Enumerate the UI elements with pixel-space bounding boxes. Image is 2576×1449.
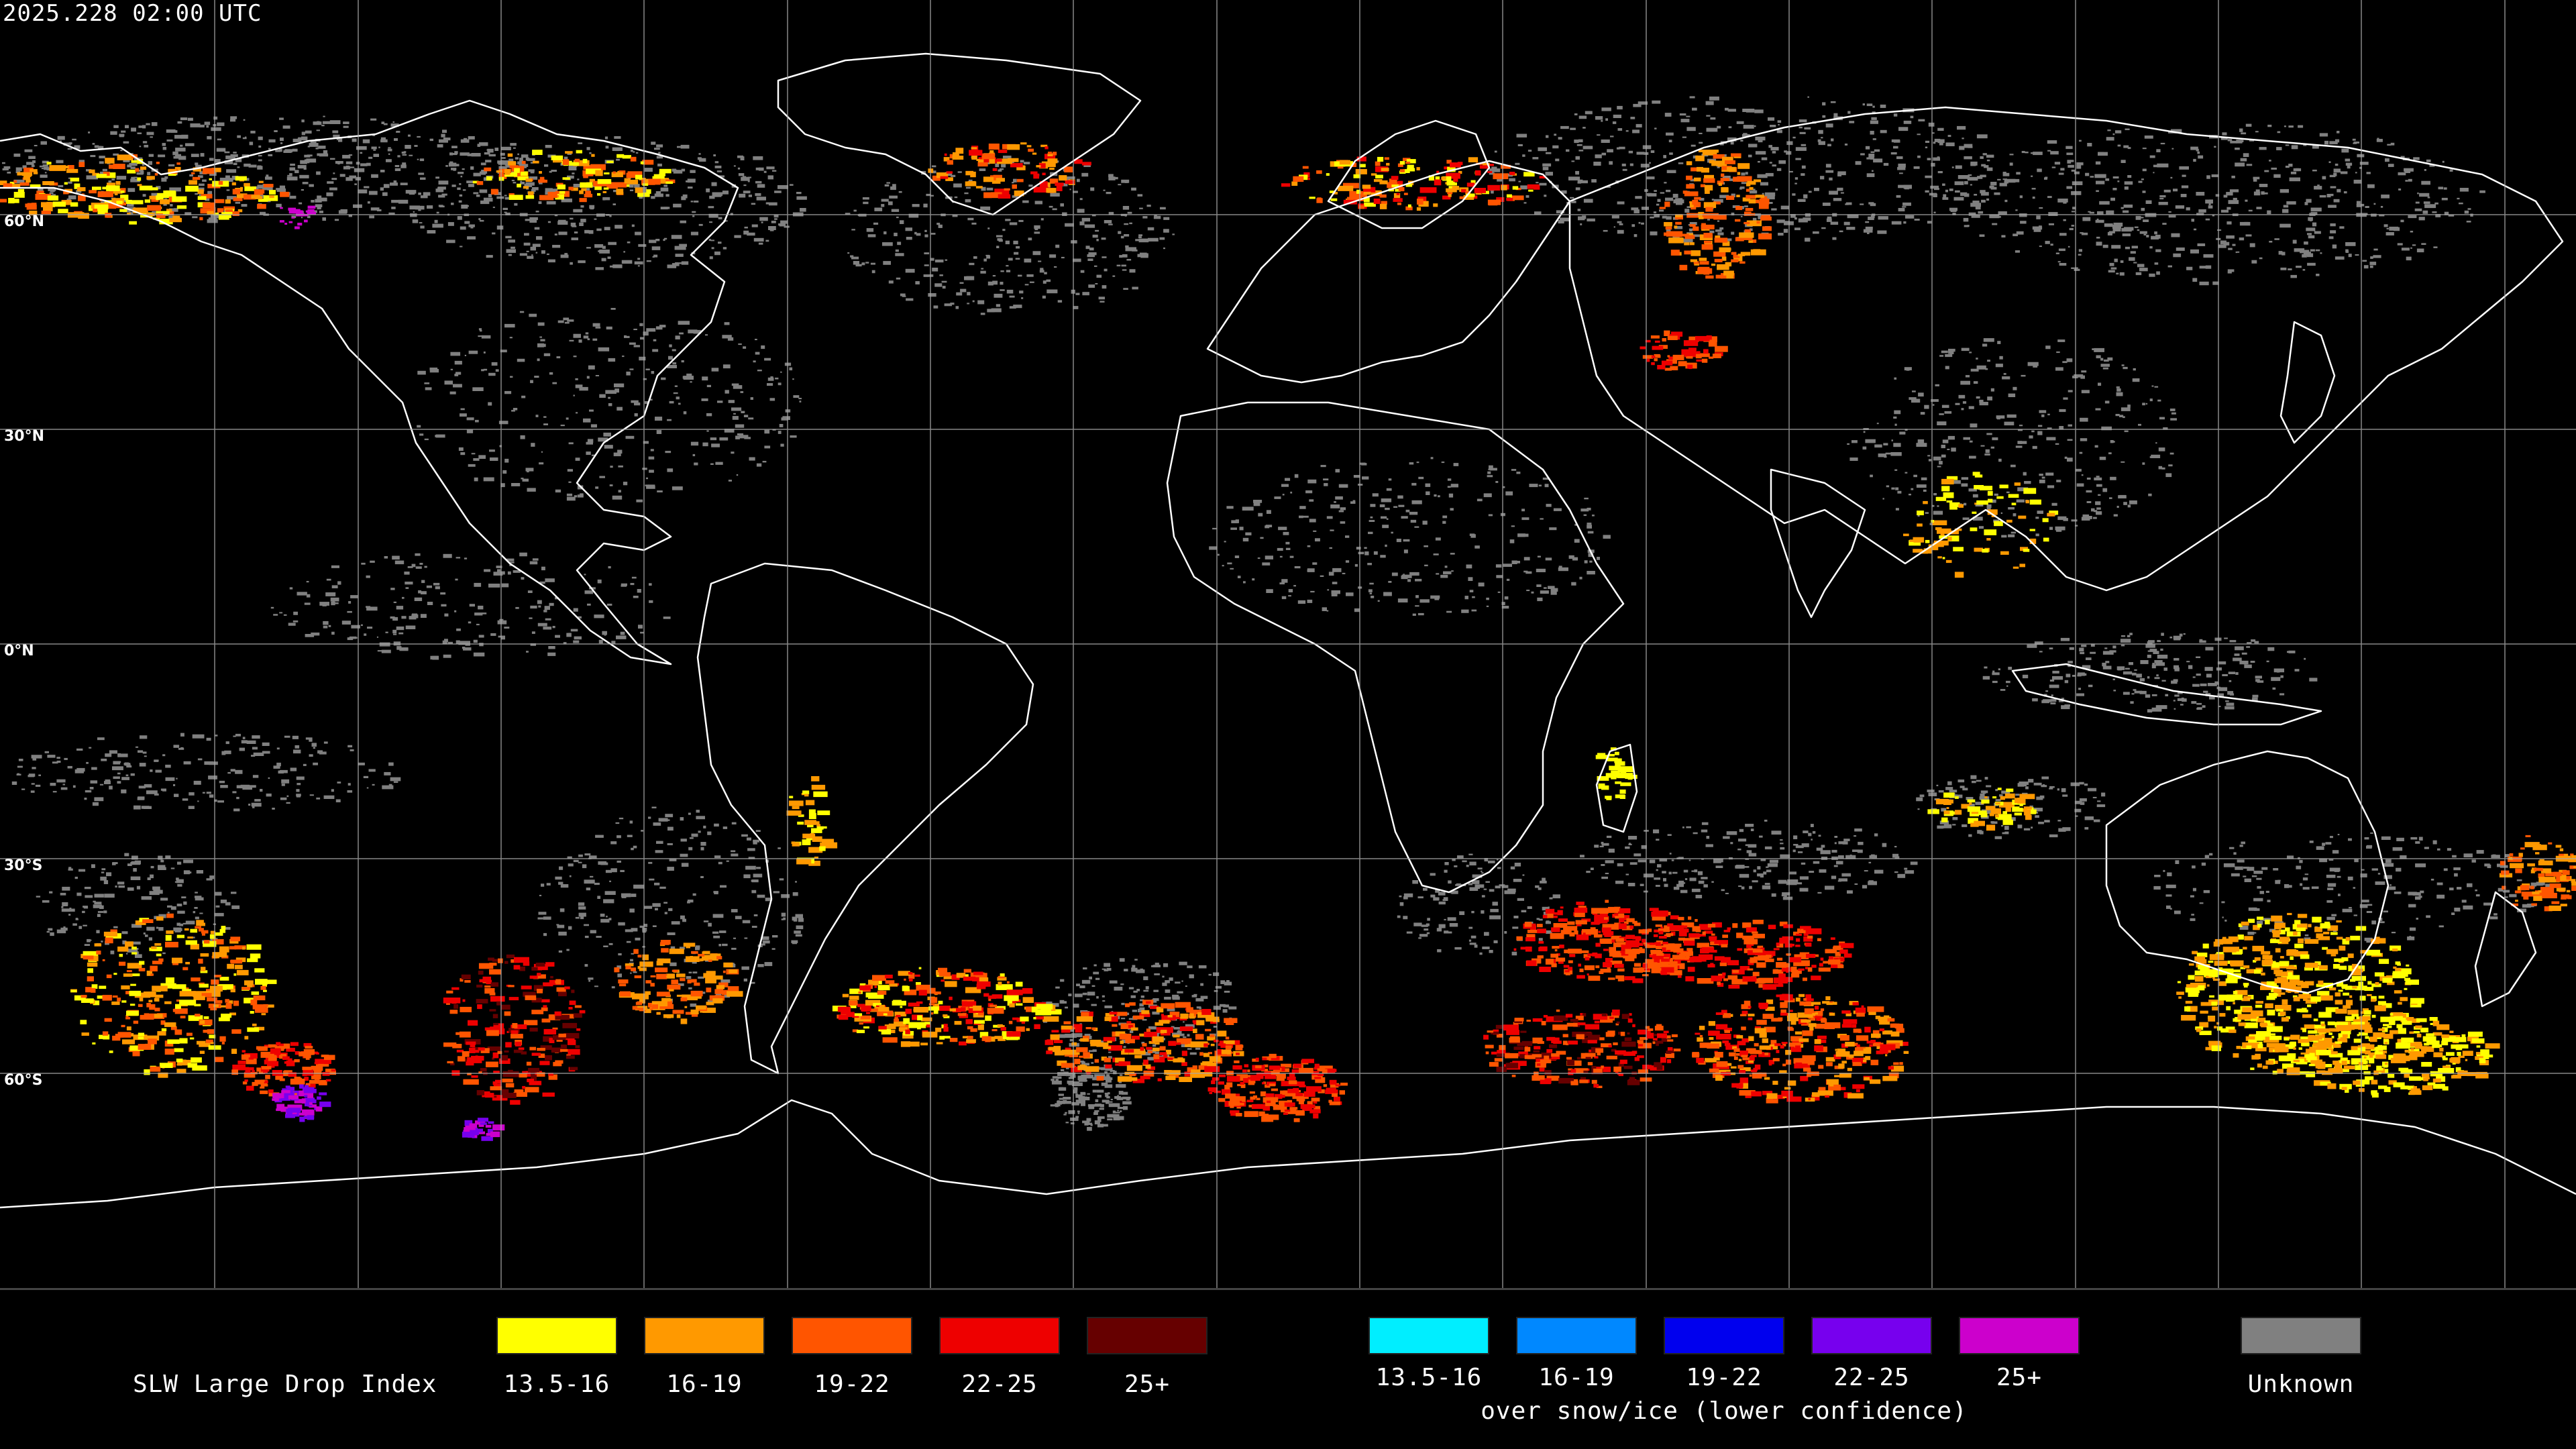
- coastline-madagascar: [1595, 743, 1638, 833]
- legend-label-snow-22-25: 22-25: [1833, 1364, 1910, 1391]
- coastline-indonesia: [2011, 663, 2322, 726]
- coastline-new-zealand: [2474, 891, 2537, 1008]
- legend-swatch-orange: [644, 1317, 765, 1354]
- legend-label-snow-13-16: 13.5-16: [1375, 1364, 1483, 1391]
- legend-swatch-yellow: [496, 1317, 617, 1354]
- legend-title: SLW Large Drop Index: [133, 1371, 437, 1398]
- coastline-australia: [2105, 750, 2390, 994]
- lat-label-60s: 60°S: [4, 1072, 43, 1089]
- world-map: 2025.228 02:00 UTC 60°N 30°N 0°N 30°S 60…: [0, 0, 2576, 1288]
- legend-label-19-22: 19-22: [814, 1371, 890, 1398]
- legend-swatch-light-blue: [1516, 1317, 1637, 1354]
- coastline-africa: [1166, 401, 1625, 894]
- coastline-japan: [2279, 321, 2336, 444]
- coastline-asia: [1568, 106, 2564, 592]
- lat-label-30n: 30°N: [4, 428, 45, 445]
- legend-label-16-19: 16-19: [666, 1371, 743, 1398]
- legend-swatch-red: [939, 1317, 1060, 1354]
- lat-lon-grid: [0, 0, 2576, 1288]
- unknown-cloud-layer: [2, 96, 2552, 1131]
- legend-label-13-16: 13.5-16: [503, 1371, 610, 1398]
- legend-swatch-violet: [1811, 1317, 1932, 1354]
- legend-swatch-unknown: [2241, 1317, 2361, 1354]
- legend-label-snow-19-22: 19-22: [1686, 1364, 1762, 1391]
- timestamp: 2025.228 02:00 UTC: [3, 0, 262, 27]
- legend-swatch-magenta: [1959, 1317, 2080, 1354]
- lat-label-60n: 60°N: [4, 213, 45, 230]
- legend-label-25-plus: 25+: [1124, 1371, 1171, 1398]
- coastline-europe: [1206, 160, 1571, 384]
- coastline-south-america: [696, 562, 1034, 1075]
- legend-label-unknown: Unknown: [2247, 1371, 2355, 1398]
- slw-drop-layer: [0, 142, 2576, 1141]
- legend-swatch-dark-orange: [792, 1317, 912, 1354]
- legend-swatch-dark-red: [1087, 1317, 1208, 1354]
- legend-label-snow-25-plus: 25+: [1996, 1364, 2043, 1391]
- coastline-north-america: [0, 99, 739, 665]
- snow-ice-note: over snow/ice (lower confidence): [1481, 1397, 1968, 1425]
- legend-panel: SLW Large Drop Index 13.5-16 16-19 19-22…: [0, 1288, 2576, 1449]
- coastline-layer: [0, 52, 2576, 1209]
- coastline-india: [1770, 468, 1866, 619]
- legend-label-snow-16-19: 16-19: [1538, 1364, 1615, 1391]
- lat-label-0n: 0°N: [4, 643, 34, 659]
- coastline-greenland: [777, 52, 1142, 216]
- coastline-scandinavia: [1327, 119, 1491, 229]
- coastline-antarctica: [0, 1099, 2576, 1209]
- lat-label-30s: 30°S: [4, 857, 43, 874]
- legend-swatch-blue: [1664, 1317, 1784, 1354]
- legend-label-22-25: 22-25: [961, 1371, 1038, 1398]
- map-canvas: [0, 0, 2576, 1288]
- legend-swatch-cyan: [1368, 1317, 1489, 1354]
